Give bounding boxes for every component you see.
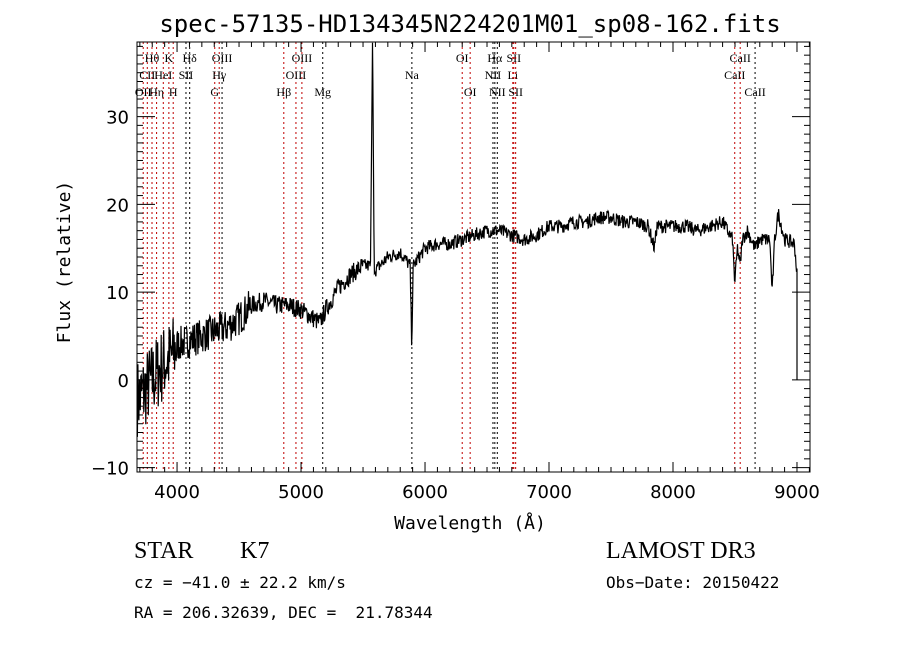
line-label: Hγ <box>212 68 227 82</box>
line-label: CaII <box>730 51 751 65</box>
line-label: K <box>165 51 174 65</box>
y-tick-label: 20 <box>106 195 129 216</box>
line-label: G <box>210 85 219 99</box>
line-label: SII <box>179 68 194 82</box>
line-label: Hθ <box>145 51 160 65</box>
x-tick-label: 8000 <box>650 482 696 503</box>
x-tick-label: 4000 <box>154 482 200 503</box>
y-tick-label: 10 <box>106 283 129 304</box>
line-label: HeI <box>154 68 172 82</box>
line-label: SII <box>506 51 521 65</box>
line-label: SII <box>508 85 523 99</box>
y-axis-label: Flux (relative) <box>54 181 75 344</box>
line-label: OIII <box>292 51 313 65</box>
line-label: Na <box>405 68 420 82</box>
line-label: NII <box>489 85 506 99</box>
line-label: Li <box>507 68 518 82</box>
line-label: Mg <box>314 85 331 99</box>
obs-date: Obs−Date: 20150422 <box>606 573 780 592</box>
line-label: CaII <box>724 68 745 82</box>
line-label: Hδ <box>183 51 198 65</box>
x-tick-label: 5000 <box>278 482 324 503</box>
y-tick-label: 30 <box>106 108 129 129</box>
spectrum-series <box>136 42 798 437</box>
x-tick-label: 9000 <box>774 482 820 503</box>
y-tick-label: −10 <box>91 459 129 480</box>
coordinates: RA = 206.32639, DEC = 21.78344 <box>134 603 433 622</box>
x-tick-label: 6000 <box>402 482 448 503</box>
plot-frame <box>136 41 811 473</box>
line-label: CII <box>139 68 155 82</box>
line-label: OI <box>456 51 469 65</box>
y-tick-label: 0 <box>118 371 129 392</box>
line-label: Hα <box>487 51 503 65</box>
chart-title: spec-57135-HD134345N224201M01_sp08-162.f… <box>159 10 780 38</box>
survey-name: LAMOST DR3 <box>606 538 756 564</box>
line-label: H <box>169 85 178 99</box>
spectral-line-markers: OIICIIHθHηHeIKHSIIHδGHγOIIIHβOIIIOIIIMgN… <box>135 42 766 472</box>
line-label: NII <box>485 68 502 82</box>
object-subclass: K7 <box>240 538 270 564</box>
line-label: OIII <box>286 68 307 82</box>
line-label: OIII <box>212 51 233 65</box>
x-axis-label: Wavelength (Å) <box>394 512 546 534</box>
spectrum-line <box>136 42 798 437</box>
object-class: STAR <box>134 538 194 564</box>
redshift-cz: cz = −41.0 ± 22.2 km/s <box>134 573 346 592</box>
line-label: CaII <box>744 85 765 99</box>
line-label: Hη <box>149 85 164 99</box>
line-label: Hβ <box>276 85 291 99</box>
line-label: OI <box>464 85 477 99</box>
axis-ticks: 4000 5000 6000 7000 8000 9000 −10 0 10 20 30 <box>91 42 820 503</box>
x-tick-label: 7000 <box>526 482 572 503</box>
